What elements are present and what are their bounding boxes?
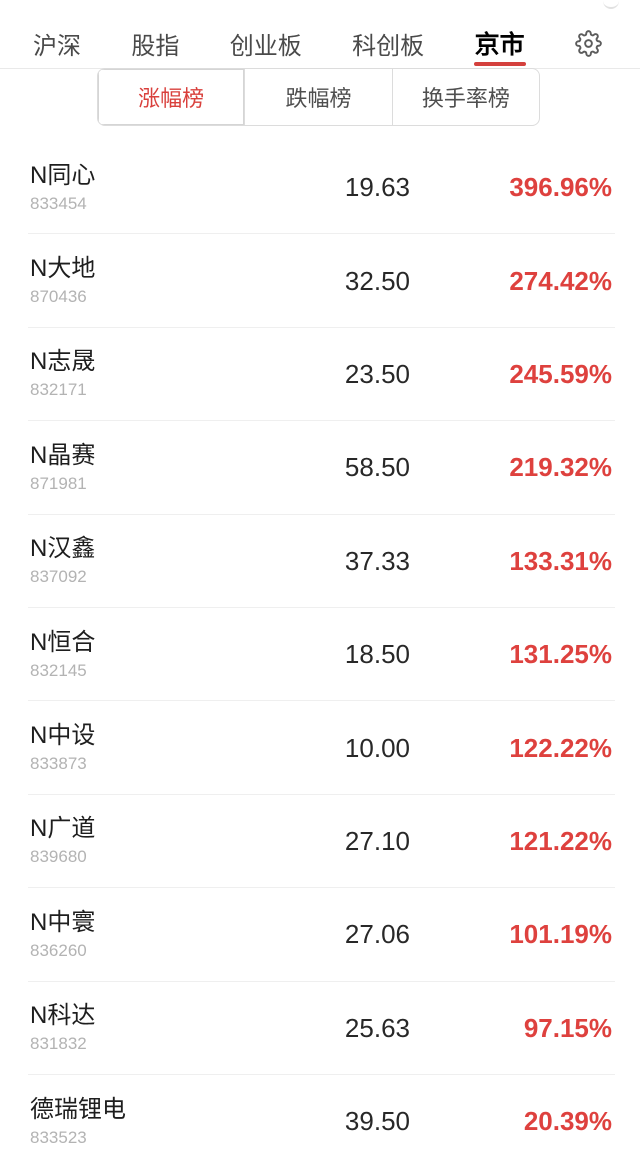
stock-code: 833523	[30, 1127, 87, 1147]
stock-identity: N同心 833454	[30, 161, 290, 215]
stock-identity: N广道 839680	[30, 814, 290, 868]
stock-name: N同心	[30, 161, 96, 189]
stock-identity: N晶赛 871981	[30, 441, 290, 495]
cutoff-glyph	[603, 0, 619, 9]
market-tab-label: 科创板	[352, 32, 425, 60]
stock-identity: N大地 870436	[30, 254, 290, 308]
stock-change-percent: 97.15%	[523, 1012, 612, 1043]
stock-change-percent: 245.59%	[509, 358, 612, 389]
stock-code: 833873	[30, 754, 87, 774]
stock-row[interactable]: N广道 839680 27.10 121.22%	[0, 794, 640, 889]
stock-price: 32.50	[344, 265, 410, 296]
gear-icon	[575, 29, 602, 57]
stock-change-percent: 122.22%	[509, 732, 612, 763]
stock-change-percent: 133.31%	[509, 545, 612, 576]
stock-name: N科达	[30, 1002, 96, 1030]
stock-row[interactable]: N中寰 836260 27.06 101.19%	[0, 888, 640, 982]
ranking-tab-label: 跌幅榜	[285, 86, 352, 111]
settings-button[interactable]	[575, 29, 602, 57]
ranking-tab[interactable]: 涨幅榜	[98, 69, 244, 125]
stock-price: 39.50	[344, 1106, 410, 1137]
stock-row[interactable]: N中设 833873 10.00 122.22%	[0, 701, 640, 796]
stock-price: 19.63	[344, 172, 410, 203]
stock-code: 870436	[30, 287, 87, 307]
stock-identity: N志晟 832171	[30, 347, 290, 401]
stock-row[interactable]: N晶赛 871981 58.50 219.32%	[0, 421, 640, 515]
stock-name: N志晟	[30, 348, 96, 376]
ranking-tabbar: 涨幅榜 跌幅榜 换手率榜	[97, 68, 540, 126]
stock-price: 37.33	[344, 545, 410, 576]
market-tabbar: 沪深 股指 创业板 科创板 京市	[0, 20, 640, 66]
stock-code: 832171	[30, 380, 87, 400]
stock-code: 871981	[30, 473, 87, 493]
stock-row[interactable]: N恒合 832145 18.50 131.25%	[0, 607, 640, 702]
stock-change-percent: 274.42%	[509, 265, 612, 296]
stock-price: 23.50	[344, 358, 410, 389]
stock-change-percent: 101.19%	[509, 919, 612, 950]
ranking-tab[interactable]: 换手率榜	[391, 69, 539, 125]
stock-name: N中设	[30, 722, 96, 750]
stock-price: 25.63	[344, 1012, 410, 1043]
stock-code: 833454	[30, 193, 87, 213]
stock-row[interactable]: N大地 870436 32.50 274.42%	[0, 234, 640, 329]
stock-name: N晶赛	[30, 441, 96, 469]
stock-name: N中寰	[30, 908, 96, 936]
stock-name: N大地	[30, 255, 96, 283]
market-tab[interactable]: 科创板	[352, 20, 424, 66]
market-tab[interactable]: 创业板	[230, 20, 302, 66]
market-tab[interactable]: 京市	[475, 20, 525, 66]
market-tab-label: 创业板	[229, 32, 302, 60]
stock-price: 58.50	[344, 452, 410, 483]
stock-name: N汉鑫	[30, 535, 96, 563]
ranking-tab-label: 换手率榜	[421, 86, 510, 111]
stock-name: N广道	[30, 815, 96, 843]
stock-change-percent: 131.25%	[509, 639, 612, 670]
stock-name: N恒合	[30, 628, 96, 656]
market-tab[interactable]: 股指	[131, 20, 179, 66]
stock-identity: N恒合 832145	[30, 628, 290, 682]
stock-code: 831832	[30, 1034, 87, 1054]
stock-identity: N中设 833873	[30, 721, 290, 775]
stock-identity: N中寰 836260	[30, 908, 290, 962]
stock-identity: N科达 831832	[30, 1001, 290, 1055]
stock-price: 18.50	[344, 639, 410, 670]
stock-list: N同心 833454 19.63 396.96% N大地 870436 32.5…	[0, 141, 640, 1155]
stock-row[interactable]: 德瑞锂电 833523 39.50 20.39%	[0, 1074, 640, 1155]
market-tab-label: 沪深	[33, 32, 81, 60]
stock-code: 836260	[30, 940, 87, 960]
stock-code: 832145	[30, 660, 87, 680]
market-tab-label: 股指	[131, 32, 180, 60]
market-tab[interactable]: 沪深	[33, 20, 81, 66]
ranking-tab-label: 涨幅榜	[138, 86, 205, 111]
stock-code: 837092	[30, 567, 87, 587]
stock-price: 27.10	[344, 825, 410, 856]
stock-change-percent: 219.32%	[509, 452, 612, 483]
stock-change-percent: 121.22%	[509, 825, 612, 856]
stock-identity: 德瑞锂电 833523	[30, 1095, 290, 1149]
stock-row[interactable]: N汉鑫 837092 37.33 133.31%	[0, 514, 640, 609]
stock-price: 27.06	[344, 919, 410, 950]
stock-identity: N汉鑫 837092	[30, 534, 290, 588]
stock-code: 839680	[30, 847, 87, 867]
stock-price: 10.00	[344, 732, 410, 763]
ranking-tab[interactable]: 跌幅榜	[244, 69, 391, 125]
market-tab-label: 京市	[474, 31, 525, 59]
stock-row[interactable]: N志晟 832171 23.50 245.59%	[0, 327, 640, 422]
stock-row[interactable]: N同心 833454 19.63 396.96%	[0, 141, 640, 235]
stock-name: 德瑞锂电	[30, 1095, 126, 1123]
stock-change-percent: 20.39%	[523, 1106, 612, 1137]
stock-change-percent: 396.96%	[509, 172, 612, 203]
stock-row[interactable]: N科达 831832 25.63 97.15%	[0, 981, 640, 1076]
